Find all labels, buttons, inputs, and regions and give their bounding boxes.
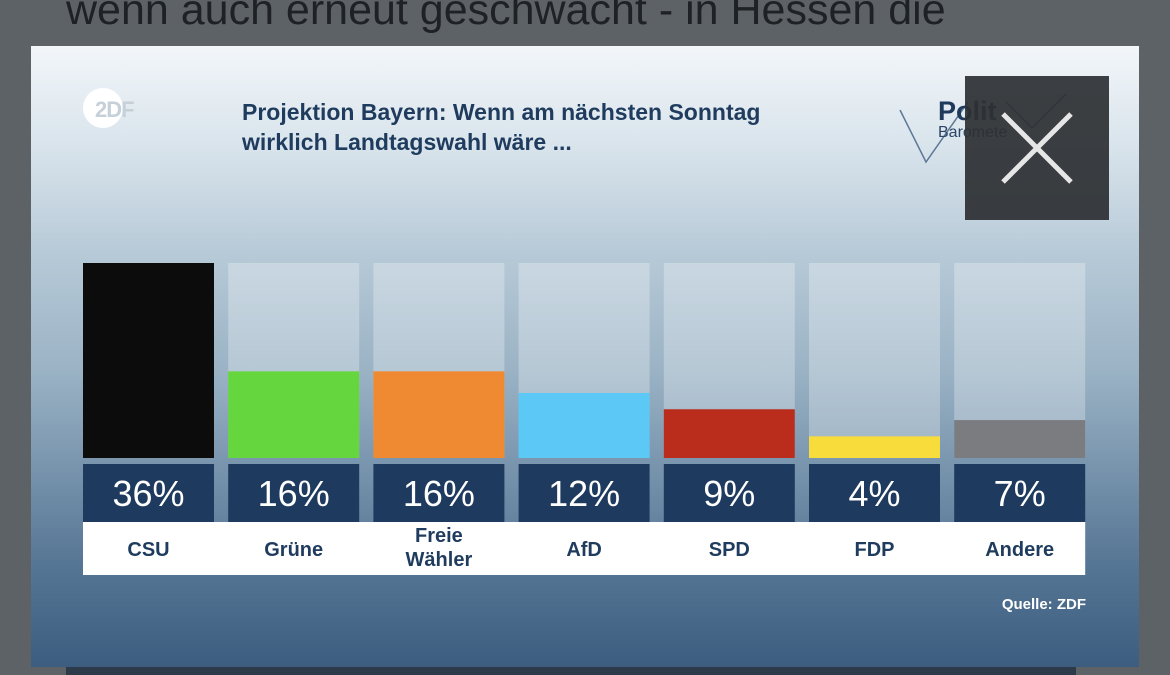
category-strip — [83, 522, 1086, 575]
data-label: 9% — [703, 473, 755, 514]
category-label: Andere — [985, 539, 1054, 561]
bar — [83, 263, 214, 458]
background-headline: wenn auch erneut geschwächt - in Hessen … — [66, 0, 946, 34]
value-label-box — [373, 464, 505, 522]
value-label-box — [809, 464, 940, 522]
bar — [809, 436, 940, 458]
close-button[interactable] — [965, 76, 1109, 220]
category-label: CSU — [127, 539, 169, 561]
chart-title-line-2: wirklich Landtagswahl wäre ... — [242, 129, 572, 155]
category-label: AfD — [566, 539, 602, 561]
data-label: 16% — [258, 473, 330, 514]
value-label-box — [518, 464, 650, 522]
value-label-box — [663, 464, 795, 522]
data-label: 7% — [994, 473, 1046, 514]
category-label: Freie Wähler — [406, 525, 473, 571]
chart-title-line-1: Projektion Bayern: Wenn am nächsten Sonn… — [242, 99, 761, 125]
data-label: 12% — [548, 473, 620, 514]
bar — [663, 409, 795, 458]
category-label: SPD — [709, 539, 750, 561]
chart-title: Projektion Bayern: Wenn am nächsten Sonn… — [242, 97, 882, 157]
value-label-box — [228, 464, 360, 522]
bar — [228, 371, 360, 458]
logo-circle — [83, 88, 123, 128]
data-label: 36% — [112, 473, 184, 514]
value-label-box — [83, 464, 214, 522]
category-label: Grüne — [264, 539, 323, 561]
category-label: FDP — [855, 539, 895, 561]
logo-text: 2DF — [95, 97, 135, 122]
bar — [373, 371, 505, 458]
value-label-box — [954, 464, 1086, 522]
source-label: Quelle: ZDF — [1001, 596, 1086, 613]
chart-card: 2DF Projektion Bayern: Wenn am nächsten … — [31, 46, 1139, 667]
zdf-logo: 2DF — [83, 88, 163, 130]
bar — [954, 420, 1086, 458]
data-label: 16% — [403, 473, 475, 514]
bar — [518, 393, 650, 458]
data-label: 4% — [848, 473, 900, 514]
bar-track — [809, 263, 940, 458]
bar-chart: 36% CSU 16% Grüne 16% Freie Wähler 12% AfD 9% SPD 4… — [83, 263, 1086, 575]
close-icon — [1001, 112, 1073, 184]
